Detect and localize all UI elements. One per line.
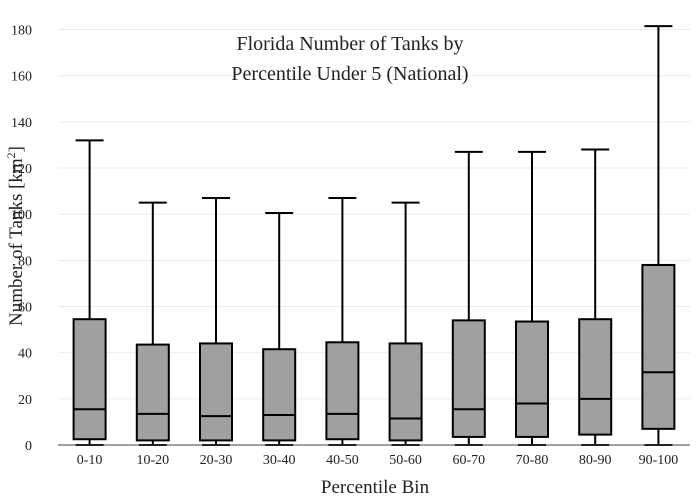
box-40-50 [325,197,360,446]
x-tick-label-40-50: 40-50 [326,453,359,468]
x-tick-label-10-20: 10-20 [136,453,169,468]
y-tick-label-180: 180 [11,24,32,39]
box-50-60 [388,201,423,446]
chart-title-line-1: Florida Number of Tanks by [236,33,463,55]
x-tick-label-70-80: 70-80 [516,453,549,468]
y-tick-label-40: 40 [18,347,32,362]
y-axis-title-end: ] [6,146,27,152]
box-20-30 [199,197,233,446]
iqr-box [388,342,423,442]
y-tick-label-80: 80 [18,254,32,269]
x-tick-label-90-100: 90-100 [639,453,679,468]
x-tick-label-60-70: 60-70 [452,453,485,468]
x-axis-title: Percentile Bin [321,477,430,498]
box-0-10 [72,139,107,446]
y-tick-label-160: 160 [11,70,32,85]
y-tick-label-140: 140 [11,116,32,131]
y-tick-label-0: 0 [25,439,32,454]
y-tick-label-20: 20 [18,393,32,408]
x-tick-label-20-30: 20-30 [200,453,233,468]
x-tick-label-0-10: 0-10 [77,453,103,468]
x-axis-ticks: 0-10 10-20 20-30 30-40 40-50 50-60 60-70 70-80 8… [77,453,678,468]
iqr-box [72,318,107,441]
chart-title-line-2: Percentile Under 5 (National) [231,63,468,85]
y-tick-label-120: 120 [11,162,32,177]
y-axis-title-main: Number of Tanks [km [6,158,27,326]
box-30-40 [262,212,297,446]
box-10-20 [135,201,170,446]
y-tick-label-100: 100 [11,208,32,223]
box-60-70 [451,150,486,446]
box-70-80 [515,150,549,446]
box-80-90 [578,148,613,446]
x-tick-label-30-40: 30-40 [263,453,296,468]
iqr-box [641,263,676,430]
iqr-box [135,343,170,442]
iqr-box [451,319,486,438]
x-tick-label-50-60: 50-60 [389,453,422,468]
y-axis-ticks: 0 20 40 60 80 100 120 140 160 180 [11,24,32,454]
iqr-box [325,341,360,441]
iqr-box [262,348,297,442]
box-series [72,25,676,446]
box-90-100 [641,25,676,446]
iqr-box [199,342,233,442]
x-tick-label-80-90: 80-90 [579,453,612,468]
iqr-box [515,320,549,438]
iqr-box [578,318,613,436]
y-axis-title: Number of Tanks [km2] [4,146,27,326]
y-tick-label-60: 60 [18,301,32,316]
y-axis-title-superscript: 2 [4,152,18,158]
